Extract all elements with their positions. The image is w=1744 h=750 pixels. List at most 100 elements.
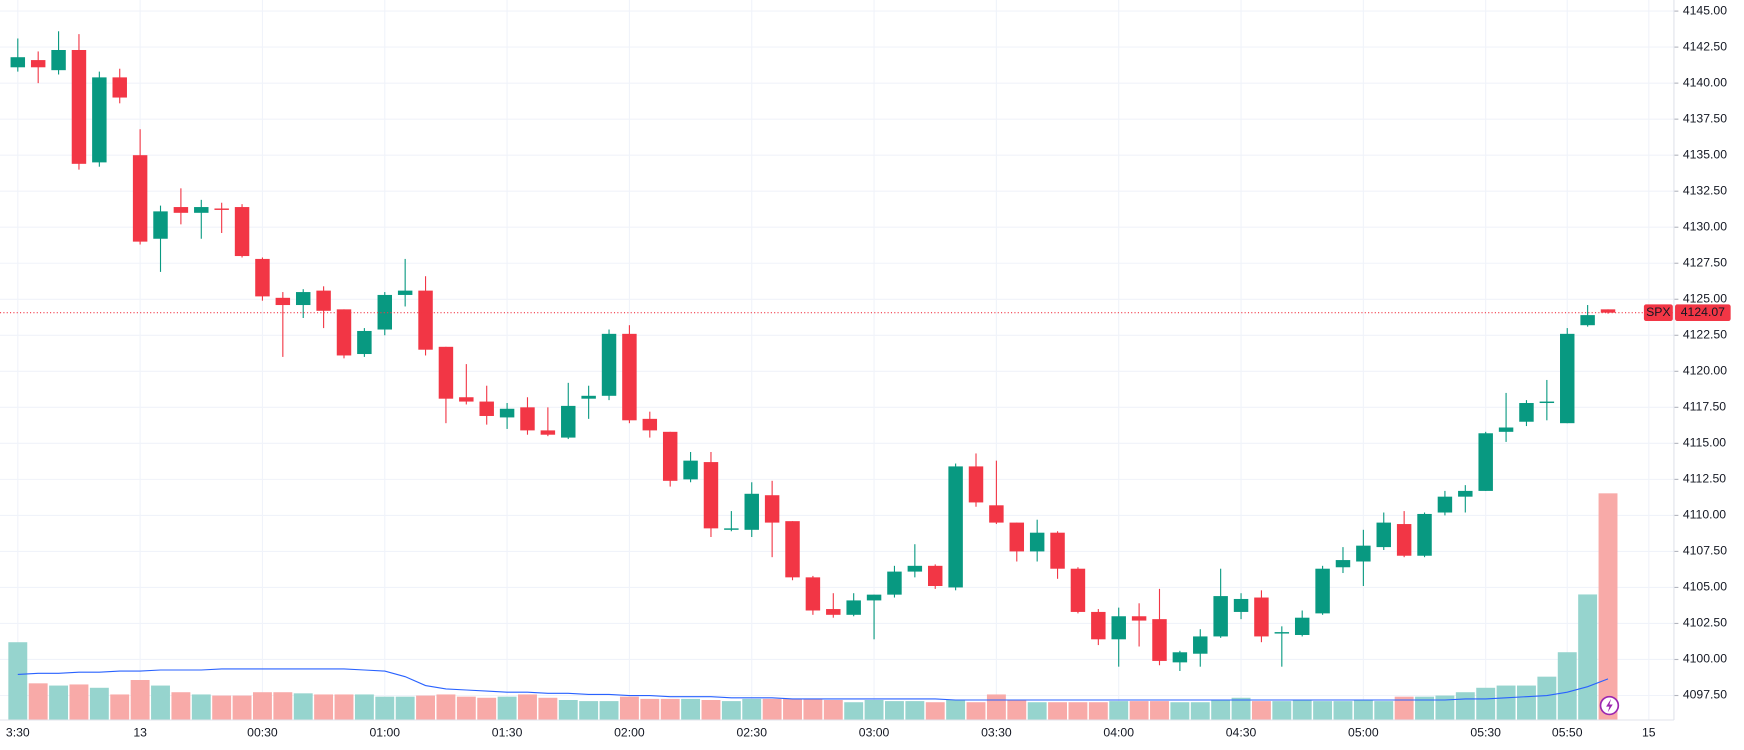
candle-body xyxy=(703,462,719,529)
volume-bar xyxy=(885,701,904,720)
candle-body xyxy=(1213,596,1228,637)
y-tick-label: 4142.50 xyxy=(1683,39,1727,53)
candle-body xyxy=(71,49,87,164)
candle-body xyxy=(1560,333,1575,424)
candle-body xyxy=(316,290,331,311)
y-tick-label: 4115.00 xyxy=(1683,436,1726,450)
volume-bar xyxy=(1578,594,1598,720)
volume-bar xyxy=(823,700,843,720)
volume-bar xyxy=(721,701,741,720)
volume-bar xyxy=(986,694,1006,720)
candle-body xyxy=(1376,522,1391,548)
candle-body xyxy=(866,594,882,601)
x-tick-label: 00:30 xyxy=(247,726,278,740)
volume-bar xyxy=(905,701,925,720)
candle-body xyxy=(826,609,841,615)
volume-bar xyxy=(314,694,334,720)
candle-body xyxy=(1539,401,1555,404)
candle-body xyxy=(397,290,413,295)
candle-body xyxy=(1458,490,1473,497)
candle-body xyxy=(1254,597,1269,637)
candle-body xyxy=(846,600,861,615)
candle-body xyxy=(1437,496,1453,513)
candle-body xyxy=(275,297,291,306)
candle-body xyxy=(1111,616,1126,640)
candle-body xyxy=(10,57,26,68)
volume-ma-line xyxy=(17,668,1609,701)
x-tick-label: 05:50 xyxy=(1552,726,1583,740)
volume-bar xyxy=(477,697,497,720)
candle-body xyxy=(459,397,474,402)
volume-bar xyxy=(681,698,701,720)
volume-bar xyxy=(49,685,69,720)
candle-body xyxy=(1172,652,1188,663)
candle-body xyxy=(662,431,678,481)
volume-bar xyxy=(1150,701,1169,720)
candles xyxy=(10,31,1616,672)
symbol-label: SPX xyxy=(1646,305,1670,319)
volume-bar xyxy=(783,698,802,720)
volume-bar xyxy=(232,695,252,720)
volume-bar xyxy=(1109,701,1129,720)
volume-bar xyxy=(1231,697,1251,720)
candle-body xyxy=(1498,427,1514,432)
x-tick-label: 01:00 xyxy=(369,726,400,740)
y-tick-label: 4105.00 xyxy=(1683,580,1727,594)
volume-bar xyxy=(844,702,864,720)
volume-bar xyxy=(1353,700,1373,720)
candle-body xyxy=(581,395,596,399)
candle-body xyxy=(561,405,576,438)
volume-bar xyxy=(110,694,130,720)
y-tick-label: 4132.50 xyxy=(1683,183,1727,197)
volume-bar xyxy=(436,694,456,720)
volume-bar xyxy=(579,701,599,720)
volume-bar xyxy=(1374,701,1394,720)
candle-body xyxy=(418,290,433,350)
x-tick-label: 03:00 xyxy=(859,726,890,740)
x-tick-label: 03:30 xyxy=(981,726,1012,740)
x-tick-label: 13 xyxy=(133,726,147,740)
volume-bar xyxy=(252,692,272,720)
y-tick-label: 4097.50 xyxy=(1683,688,1727,702)
y-tick-label: 4145.00 xyxy=(1683,3,1727,17)
candle-body xyxy=(887,571,902,595)
candle-body xyxy=(622,333,637,421)
volume-bar xyxy=(375,696,395,720)
x-tick-label: 3:30 xyxy=(6,726,30,740)
y-tick-label: 4137.50 xyxy=(1683,111,1727,125)
candle-body xyxy=(989,505,1004,523)
volume-bar xyxy=(1048,702,1068,720)
candle-body xyxy=(1600,309,1616,313)
volume-bar xyxy=(334,694,354,720)
candle-body xyxy=(336,309,352,356)
volume-bar xyxy=(599,701,619,720)
volume-bar xyxy=(171,692,191,720)
volume-bar xyxy=(1190,702,1210,720)
volume-bar xyxy=(1313,701,1333,720)
candle-body xyxy=(173,207,189,213)
bolt-glyph[interactable] xyxy=(1606,698,1613,713)
volume-bar xyxy=(1088,702,1108,720)
candle-body xyxy=(153,211,168,239)
axes: 4097.50 4100.00 4102.50 4105.00 4107.50 4110.… xyxy=(0,3,1731,740)
volume-bar xyxy=(130,680,150,720)
candle-body xyxy=(438,346,454,399)
candle-body xyxy=(1315,568,1330,614)
volume-bar xyxy=(1496,685,1516,720)
volume-bar xyxy=(1272,701,1292,720)
volume-bar xyxy=(1598,493,1618,720)
y-tick-label: 4112.50 xyxy=(1683,472,1726,486)
volume-bar xyxy=(151,685,170,720)
bolt-icon[interactable] xyxy=(1599,695,1620,716)
candle-body xyxy=(1050,532,1065,569)
volume-bar xyxy=(69,684,89,720)
y-tick-label: 4125.00 xyxy=(1683,292,1727,306)
candle-body xyxy=(1070,568,1086,612)
volume-bar xyxy=(619,696,639,720)
volume-bar xyxy=(191,694,211,720)
candle-body xyxy=(642,418,658,431)
candle-body xyxy=(51,49,66,71)
candle-body xyxy=(683,460,698,480)
